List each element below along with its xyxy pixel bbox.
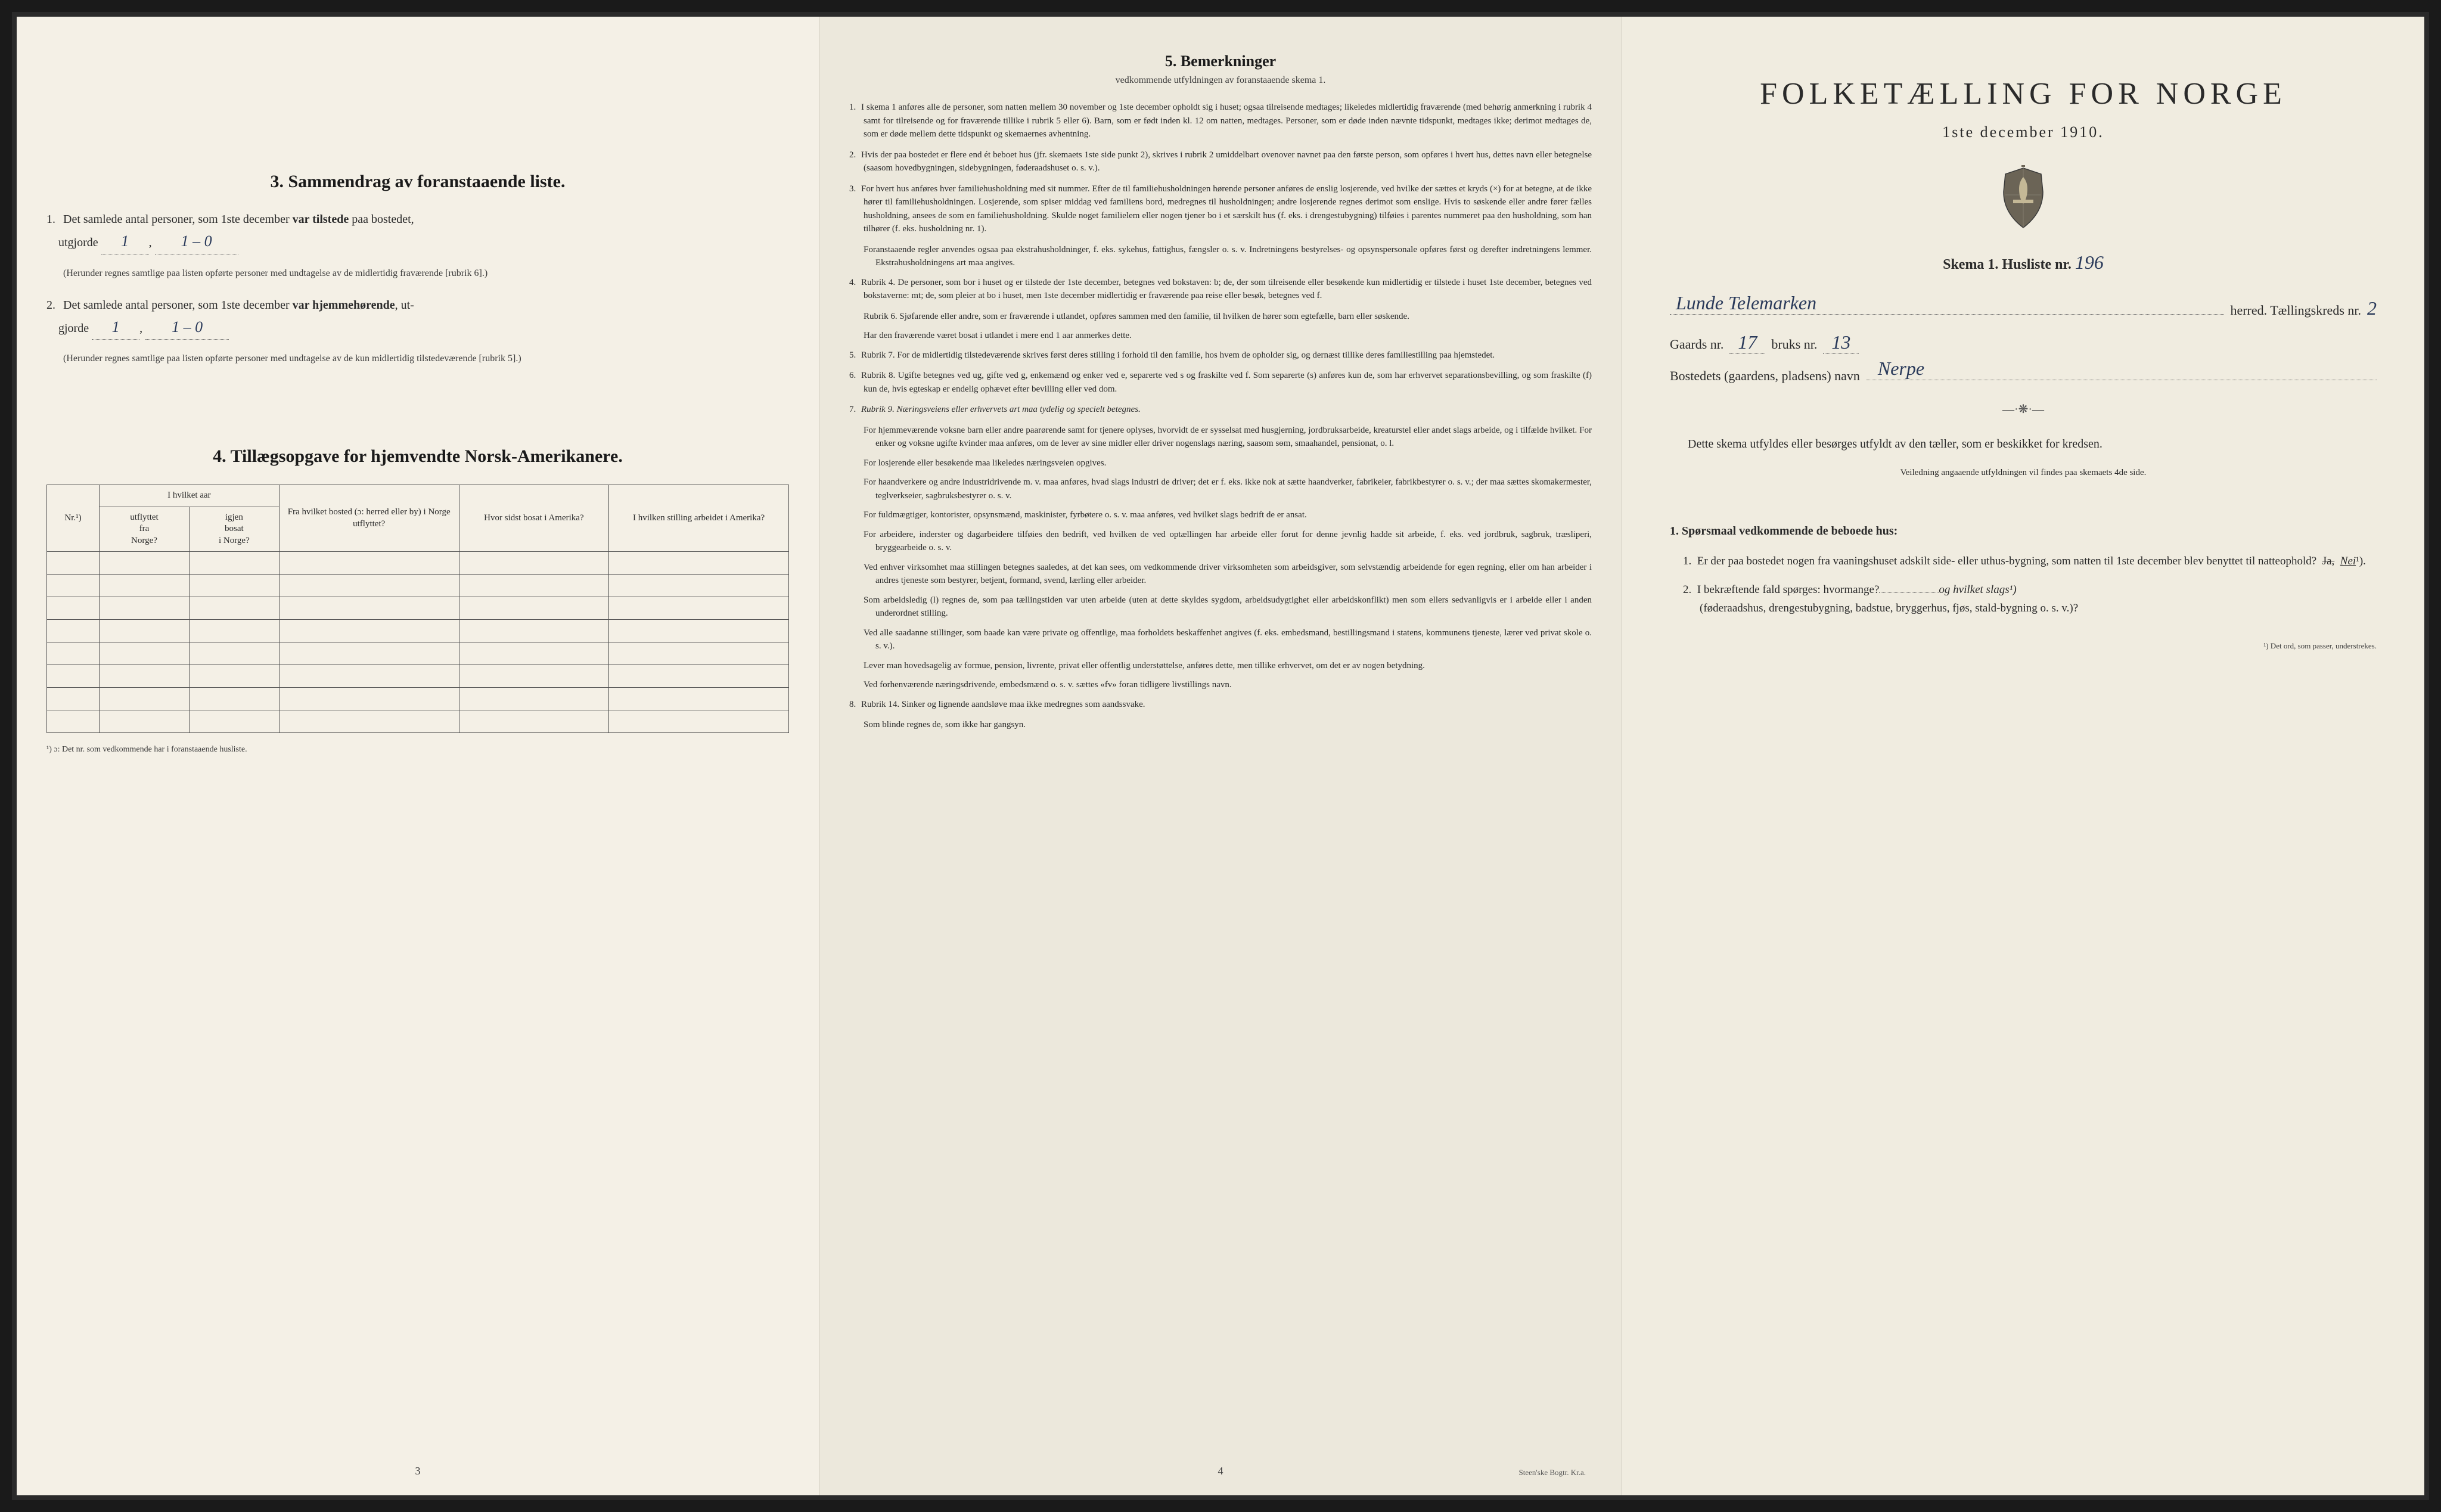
table-row [47, 642, 789, 665]
item-1-note: (Herunder regnes samtlige paa listen opf… [63, 266, 789, 281]
amerikanere-table: Nr.¹) I hvilket aar Fra hvilket bosted (… [46, 485, 789, 733]
remark-7-d9: Ved forhenværende næringsdrivende, embed… [849, 678, 1592, 692]
table-footnote: ¹) ɔ: Det nr. som vedkommende har i fora… [46, 745, 789, 755]
remark-7: 7.Rubrik 9. Næringsveiens eller erhverve… [849, 403, 1592, 417]
table-row [47, 688, 789, 710]
table-row [47, 620, 789, 642]
bosted-field: Bostedets (gaardens, pladsens) navn Nerp… [1670, 366, 2377, 384]
remark-7-d7: Ved alle saadanne stillinger, som baade … [849, 626, 1592, 653]
gaards-nr: 17 [1738, 331, 1757, 353]
q1-ja: Ja, [2322, 555, 2335, 567]
remark-7-d1: For losjerende eller besøkende maa likel… [849, 457, 1592, 470]
th-stilling: I hvilken stilling arbeidet i Amerika? [609, 485, 789, 552]
herred-value: Lunde Telemarken [1676, 292, 1816, 314]
item-2-note: (Herunder regnes samtlige paa listen opf… [63, 352, 789, 366]
remark-8: 8.Rubrik 14. Sinker og lignende aandsløv… [849, 698, 1592, 712]
printer-mark: Steen'ske Bogtr. Kr.a. [1519, 1468, 1586, 1477]
table-row [47, 575, 789, 597]
remarks-list: 1.I skema 1 anføres alle de personer, so… [849, 101, 1592, 732]
table-row [47, 552, 789, 575]
husliste-nr: 196 [2075, 252, 2104, 273]
tilstede-count-2: 1 – 0 [181, 232, 212, 250]
page-3: 3. Sammendrag av foranstaaende liste. 1.… [17, 17, 819, 1495]
separator-icon: ―·❋·― [1670, 402, 2377, 417]
census-date: 1ste december 1910. [1670, 123, 2377, 141]
th-bosted: Fra hvilket bosted (ɔ: herred eller by) … [279, 485, 459, 552]
tilstede-count-1: 1 [121, 232, 129, 250]
remark-6: 6.Rubrik 8. Ugifte betegnes ved ug, gift… [849, 369, 1592, 396]
census-title: FOLKETÆLLING FOR NORGE [1670, 76, 2377, 111]
instruction-main: Dette skema utfyldes eller besørges utfy… [1670, 434, 2377, 454]
remark-5: 5.Rubrik 7. For de midlertidig tilstedev… [849, 349, 1592, 362]
kreds-nr: 2 [2367, 297, 2377, 319]
th-bosat: igjenbosati Norge? [189, 507, 279, 552]
page-4: 5. Bemerkninger vedkommende utfyldningen… [819, 17, 1622, 1495]
remark-7-d6: Som arbeidsledig (l) regnes de, som paa … [849, 594, 1592, 620]
table-row [47, 665, 789, 688]
th-aar-top: I hvilket aar [100, 485, 279, 507]
page-cover: FOLKETÆLLING FOR NORGE 1ste december 191… [1622, 17, 2424, 1495]
cover-footnote: ¹) Det ord, som passer, understrekes. [1670, 641, 2377, 651]
remark-3: 3.For hvert hus anføres hver familiehush… [849, 182, 1592, 236]
herred-field: Lunde Telemarken herred. Tællingskreds n… [1670, 297, 2377, 319]
census-document: 3. Sammendrag av foranstaaende liste. 1.… [12, 12, 2429, 1500]
item-2: 2.Det samlede antal personer, som 1ste d… [46, 296, 789, 340]
bosted-value: Nerpe [1878, 358, 1924, 380]
remark-7-d0: For hjemmeværende voksne barn eller andr… [849, 424, 1592, 451]
bruks-nr: 13 [1831, 331, 1850, 353]
question-2: 2. I bekræftende fald spørges: hvormange… [1670, 581, 2377, 617]
hjemme-count-1: 1 [112, 318, 120, 336]
table-row [47, 597, 789, 620]
remark-3-extra: Foranstaaende regler anvendes ogsaa paa … [849, 243, 1592, 270]
question-heading: 1. Spørsmaal vedkommende de beboede hus: [1670, 521, 2377, 541]
remark-2: 2.Hvis der paa bostedet er flere end ét … [849, 148, 1592, 175]
remark-4: 4.Rubrik 4. De personer, som bor i huset… [849, 276, 1592, 303]
coat-of-arms-icon [1670, 165, 2377, 234]
question-1: 1. Er der paa bostedet nogen fra vaaning… [1670, 552, 2377, 570]
remark-4-extra1: Rubrik 6. Sjøfarende eller andre, som er… [849, 310, 1592, 324]
th-nr: Nr.¹) [47, 485, 100, 552]
page-number-3: 3 [415, 1465, 421, 1477]
skema-line: Skema 1. Husliste nr. 196 [1670, 252, 2377, 274]
section-5-caption: vedkommende utfyldningen av foranstaaend… [849, 75, 1592, 86]
section-5-heading: 5. Bemerkninger [849, 52, 1592, 70]
page-number-4: 4 [1218, 1465, 1223, 1477]
th-amerika-bosat: Hvor sidst bosat i Amerika? [459, 485, 609, 552]
instruction-sub: Veiledning angaaende utfyldningen vil fi… [1670, 465, 2377, 480]
section-3-heading: 3. Sammendrag av foranstaaende liste. [46, 172, 789, 192]
remark-7-d2: For haandverkere og andre industridriven… [849, 476, 1592, 502]
item-1: 1.Det samlede antal personer, som 1ste d… [46, 210, 789, 254]
remark-7-d4: For arbeidere, inderster og dagarbeidere… [849, 528, 1592, 555]
remark-4-extra2: Har den fraværende været bosat i utlande… [849, 329, 1592, 343]
remark-1: 1.I skema 1 anføres alle de personer, so… [849, 101, 1592, 141]
remark-7-d3: For fuldmægtiger, kontorister, opsynsmæn… [849, 508, 1592, 522]
q1-nei: Nei [2340, 555, 2356, 567]
remark-7-d8: Lever man hovedsagelig av formue, pensio… [849, 659, 1592, 673]
gaards-field: Gaards nr. 17 bruks nr. 13 [1670, 331, 2377, 354]
th-utflyttet: utflyttetfraNorge? [100, 507, 190, 552]
table-row [47, 710, 789, 733]
question-list: 1. Er der paa bostedet nogen fra vaaning… [1670, 552, 2377, 617]
section-4-heading: 4. Tillægsopgave for hjemvendte Norsk-Am… [46, 446, 789, 467]
remark-8-extra: Som blinde regnes de, som ikke har gangs… [849, 718, 1592, 732]
hjemme-count-2: 1 – 0 [172, 318, 203, 336]
remark-7-d5: Ved enhver virksomhet maa stillingen bet… [849, 561, 1592, 588]
